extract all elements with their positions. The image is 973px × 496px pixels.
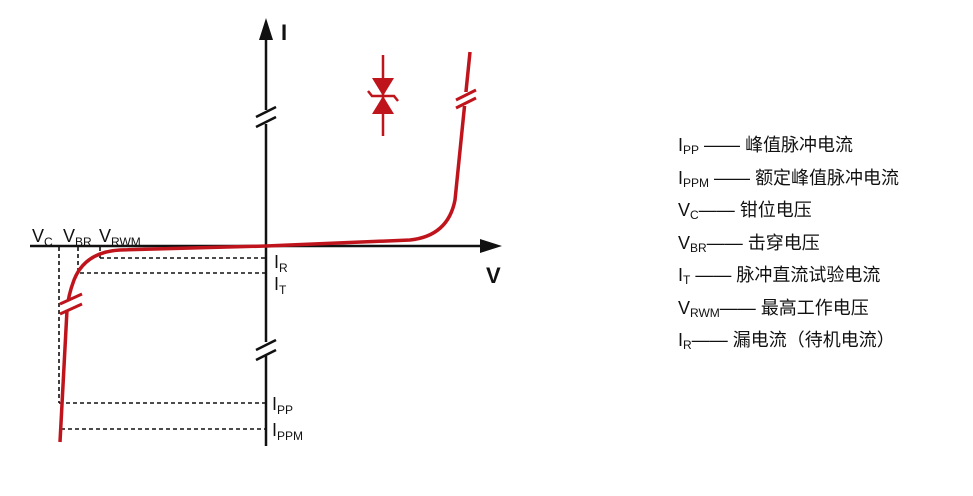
y-axis-arrow	[259, 18, 273, 40]
ipp-label: IPP	[272, 394, 293, 417]
legend: IPP —— 峰值脉冲电流 IPPM —— 额定峰值脉冲电流 VC—— 钳位电压…	[678, 132, 899, 360]
curve-break-reverse	[59, 292, 83, 316]
vrwm-label: VRWM	[99, 226, 141, 249]
x-axis-label: V	[486, 263, 501, 288]
y-axis-break-bottom	[255, 338, 277, 362]
legend-item: IPPM —— 额定峰值脉冲电流	[678, 167, 900, 190]
ippm-label: IPPM	[272, 420, 303, 443]
ir-label: IR	[274, 252, 288, 275]
legend-item: VRWM—— 最高工作电压	[678, 297, 869, 320]
y-axis-label: I	[281, 20, 287, 45]
y-axis-break-top	[255, 105, 277, 129]
legend-item: VC—— 钳位电压	[678, 200, 812, 222]
legend-item: IPP —— 峰值脉冲电流	[678, 135, 854, 157]
iv-curve-reverse	[58, 244, 267, 443]
legend-item: VBR—— 击穿电压	[678, 232, 820, 255]
x-axis-arrow	[480, 239, 502, 253]
iv-curve-forward	[265, 51, 472, 248]
curve-break-forward	[455, 88, 477, 110]
vc-label: VC	[32, 226, 53, 249]
it-label: IT	[274, 274, 287, 297]
legend-item: IT —— 脉冲直流试验电流	[678, 265, 881, 287]
bidirectional-tvs-diode-icon	[367, 55, 399, 136]
vbr-label: VBR	[63, 226, 92, 249]
legend-item: IR—— 漏电流（待机电流）	[678, 330, 895, 352]
